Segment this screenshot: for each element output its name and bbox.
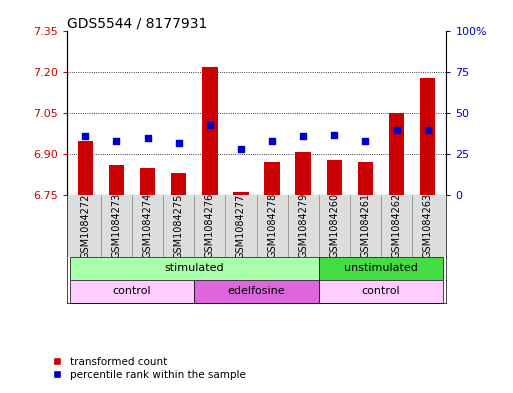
Point — [237, 146, 245, 152]
Text: control: control — [113, 286, 151, 296]
Text: edelfosine: edelfosine — [228, 286, 285, 296]
Text: GSM1084274: GSM1084274 — [143, 193, 152, 259]
Point — [392, 127, 401, 133]
Point — [424, 127, 432, 133]
Bar — [319, 257, 443, 279]
Bar — [70, 257, 319, 279]
Point — [112, 138, 121, 144]
Bar — [358, 162, 373, 195]
Text: GSM1084272: GSM1084272 — [81, 193, 90, 259]
Text: GSM1084273: GSM1084273 — [111, 193, 122, 259]
Text: GSM1084275: GSM1084275 — [174, 193, 184, 259]
Bar — [233, 193, 249, 195]
Point — [299, 133, 307, 140]
Text: GSM1084260: GSM1084260 — [329, 193, 339, 259]
Text: GSM1084276: GSM1084276 — [205, 193, 215, 259]
Text: GSM1084279: GSM1084279 — [298, 193, 308, 259]
Legend: transformed count, percentile rank within the sample: transformed count, percentile rank withi… — [46, 357, 246, 380]
Bar — [140, 168, 155, 195]
Bar — [202, 67, 218, 195]
Point — [361, 138, 369, 144]
Bar — [295, 152, 311, 195]
Bar — [194, 279, 319, 303]
Text: GSM1084278: GSM1084278 — [267, 193, 277, 259]
Point — [330, 131, 339, 138]
Text: GSM1084277: GSM1084277 — [236, 193, 246, 259]
Bar — [264, 162, 280, 195]
Text: GSM1084262: GSM1084262 — [391, 193, 402, 259]
Text: stimulated: stimulated — [165, 263, 224, 273]
Bar — [70, 279, 194, 303]
Bar — [420, 78, 436, 195]
Bar — [389, 113, 404, 195]
Text: GSM1084263: GSM1084263 — [423, 193, 432, 259]
Point — [206, 121, 214, 128]
Point — [268, 138, 276, 144]
Bar — [77, 141, 93, 195]
Text: control: control — [362, 286, 400, 296]
Text: GSM1084261: GSM1084261 — [361, 193, 370, 259]
Bar — [319, 279, 443, 303]
Bar — [171, 173, 187, 195]
Text: GDS5544 / 8177931: GDS5544 / 8177931 — [67, 16, 207, 30]
Bar — [109, 165, 124, 195]
Point — [81, 133, 89, 140]
Bar — [326, 160, 342, 195]
Point — [144, 135, 152, 141]
Point — [174, 140, 183, 146]
Text: unstimulated: unstimulated — [344, 263, 418, 273]
